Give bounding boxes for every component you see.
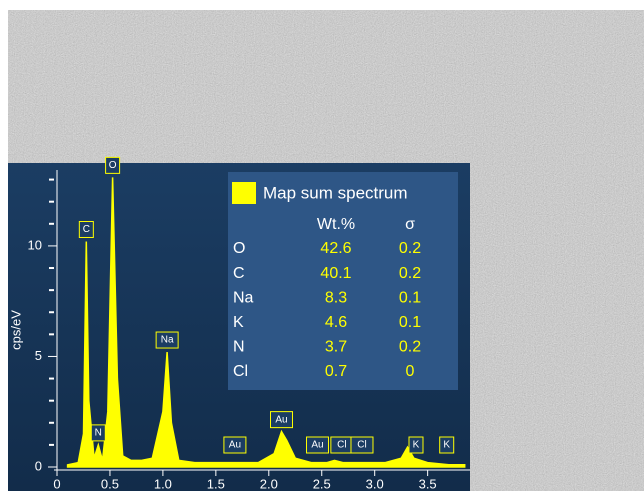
table-value: 42.6 <box>320 240 351 257</box>
table-value: 40.1 <box>320 265 351 282</box>
peak-label: Cl <box>337 440 346 451</box>
peak-label: C <box>83 224 90 235</box>
table-value: 0.1 <box>399 289 421 306</box>
x-tick-label: 3.5 <box>419 476 437 491</box>
peak-label: K <box>443 440 450 451</box>
x-tick-label: 0.5 <box>101 476 119 491</box>
element-name: Cl <box>233 363 248 380</box>
peak-label: N <box>95 428 102 439</box>
legend-label: Map sum spectrum <box>263 183 408 202</box>
element-name: C <box>233 265 245 282</box>
legend-swatch <box>232 182 256 204</box>
peak-label: Au <box>275 414 287 425</box>
table-value: 3.7 <box>325 339 347 356</box>
peak-label: O <box>109 160 117 171</box>
table-value: 0.2 <box>399 265 421 282</box>
y-axis-label: cps/eV <box>8 310 23 350</box>
table-header: σ <box>405 216 415 233</box>
x-tick-label: 2.5 <box>313 476 331 491</box>
peak-label: Cl <box>357 440 366 451</box>
x-tick-label: 3.0 <box>366 476 384 491</box>
table-value: 0.2 <box>399 339 421 356</box>
table-header: Wt.% <box>317 216 355 233</box>
sem-image-with-spectrum: cps/eV 051000.51.01.52.02.53.03.5CONNaAu… <box>0 0 644 491</box>
peak-label: K <box>413 440 420 451</box>
table-value: 0.7 <box>325 363 347 380</box>
x-tick-label: 1.5 <box>207 476 225 491</box>
table-value: 4.6 <box>325 314 347 331</box>
peak-label: Na <box>161 335 174 346</box>
y-tick-label: 10 <box>28 237 42 252</box>
element-name: K <box>233 314 244 331</box>
table-value: 8.3 <box>325 289 347 306</box>
table-value: 0.1 <box>399 314 421 331</box>
element-name: Na <box>233 289 254 306</box>
element-name: N <box>233 339 245 356</box>
element-name: O <box>233 240 245 257</box>
peak-label: Au <box>311 440 323 451</box>
x-tick-label: 1.0 <box>154 476 172 491</box>
x-tick-label: 2.0 <box>260 476 278 491</box>
x-tick-label: 0 <box>53 476 60 491</box>
y-tick-label: 0 <box>35 458 42 473</box>
y-tick-label: 5 <box>35 348 42 363</box>
table-value: 0.2 <box>399 240 421 257</box>
peak-label: Au <box>229 440 241 451</box>
table-value: 0 <box>406 363 415 380</box>
